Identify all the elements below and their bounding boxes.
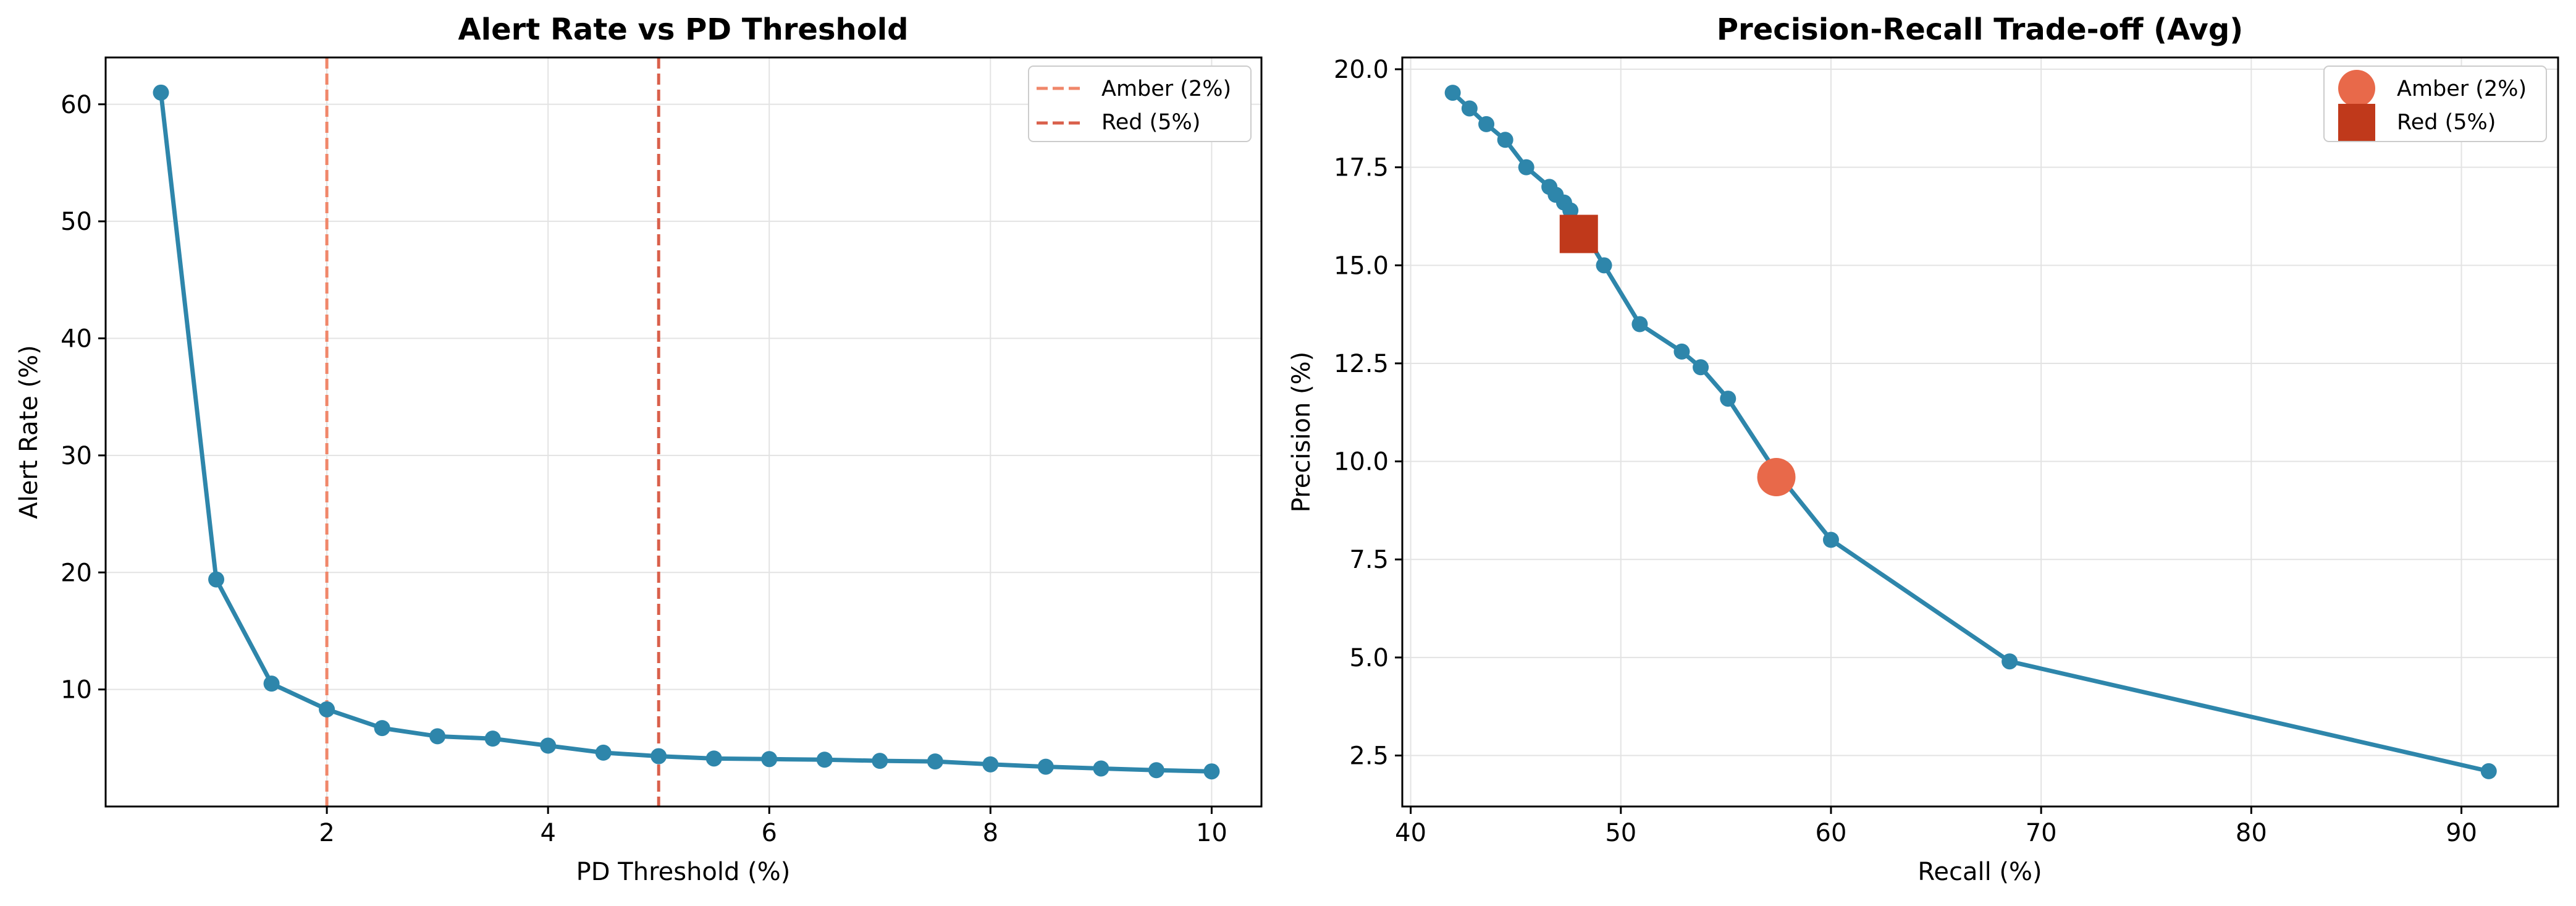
x-tick-label: 8 (983, 819, 998, 847)
y-tick-label: 17.5 (1334, 154, 1389, 182)
x-ticks: 2 4 6 8 10 (319, 807, 1227, 847)
data-point (1444, 85, 1461, 101)
legend-box (1028, 66, 1252, 142)
data-point (927, 753, 943, 770)
data-point (263, 675, 280, 692)
chart-title: Alert Rate vs PD Threshold (458, 12, 908, 47)
legend-label-red: Red (5%) (2397, 110, 2496, 135)
legend-marker-red (2338, 104, 2375, 141)
x-tick-label: 40 (1395, 819, 1426, 847)
x-tick-label: 70 (2026, 819, 2057, 847)
data-point (429, 728, 446, 745)
reference-lines (325, 57, 660, 807)
highlight-points (1559, 214, 1796, 496)
y-ticks: 2.5 5.0 7.5 10.0 12.5 15.0 17.5 20.0 (1334, 56, 1402, 771)
data-point (705, 750, 722, 767)
data-point (1693, 359, 1709, 376)
data-point (1562, 202, 1579, 219)
series-line (159, 90, 1214, 774)
data-point (1497, 132, 1513, 148)
data-point (319, 701, 335, 718)
highlight-point-circle (1757, 457, 1796, 496)
y-tick-label: 60 (61, 91, 92, 119)
legend-label-amber: Amber (2%) (1101, 77, 1231, 101)
y-tick-label: 30 (61, 442, 92, 470)
data-point (208, 571, 225, 588)
data-point (761, 751, 778, 768)
y-axis-label: Precision (%) (1287, 352, 1316, 512)
y-tick-label: 5.0 (1349, 644, 1389, 672)
data-point (1631, 316, 1648, 332)
data-point (153, 84, 169, 101)
data-point (1093, 760, 1109, 777)
chart-title: Precision-Recall Trade-off (Avg) (1717, 12, 2243, 47)
grid-lines (1402, 57, 2558, 807)
y-tick-label: 2.5 (1349, 742, 1389, 771)
y-tick-label: 7.5 (1349, 546, 1389, 574)
legend: Amber (2%) Red (5%) (1028, 66, 1252, 142)
x-ticks: 40 50 60 70 80 90 (1395, 807, 2477, 847)
x-tick-label: 50 (1605, 819, 1636, 847)
data-point (1148, 762, 1164, 779)
legend-label-amber: Amber (2%) (2397, 77, 2527, 101)
plot-frame (104, 56, 1263, 808)
data-point (1037, 758, 1054, 775)
y-tick-label: 20.0 (1334, 56, 1389, 84)
x-tick-label: 80 (2236, 819, 2267, 847)
data-point (1673, 343, 1690, 360)
y-tick-label: 40 (61, 325, 92, 354)
x-tick-label: 60 (1816, 819, 1847, 847)
y-tick-label: 10.0 (1334, 448, 1389, 476)
data-point (374, 720, 390, 737)
data-point (1461, 100, 1478, 117)
y-tick-label: 15.0 (1334, 252, 1389, 280)
chart-precision-recall: 40 50 60 70 80 90 2.5 5.0 7.5 10.0 12.5 15.0 17.5 20… (1287, 12, 2559, 886)
series-lines (159, 90, 1214, 774)
legend-box (2323, 66, 2547, 142)
data-point (2480, 763, 2497, 779)
y-tick-label: 10 (61, 676, 92, 705)
data-point (1720, 391, 1736, 407)
data-points (153, 84, 1220, 780)
x-tick-label: 6 (762, 819, 777, 847)
data-point (650, 748, 667, 764)
highlight-point-square (1559, 214, 1598, 253)
x-axis-label: PD Threshold (%) (576, 858, 791, 886)
legend-label-red: Red (5%) (1101, 110, 1200, 135)
data-point (1596, 257, 1612, 274)
data-point (1518, 159, 1534, 176)
data-point (1822, 531, 1839, 548)
data-point (872, 753, 888, 769)
data-points (1444, 85, 2497, 779)
x-tick-label: 10 (1196, 819, 1227, 847)
data-point (1203, 763, 1220, 780)
y-tick-label: 50 (61, 208, 92, 236)
y-tick-label: 20 (61, 559, 92, 587)
data-point (595, 744, 612, 761)
x-axis-label: Recall (%) (1917, 858, 2042, 886)
plot-frame (1401, 56, 2559, 808)
data-point (816, 751, 833, 768)
x-tick-label: 4 (540, 819, 555, 847)
chart-alert-rate: 2 4 6 8 10 10 20 30 40 50 60 Alert Rate vs PD Thr… (15, 12, 1263, 886)
legend: Amber (2%) Red (5%) (2323, 66, 2547, 142)
y-ticks: 10 20 30 40 50 60 (61, 91, 106, 705)
data-point (540, 737, 557, 754)
data-point (1478, 116, 1495, 132)
data-point (982, 756, 999, 773)
data-point (484, 730, 501, 747)
y-axis-label: Alert Rate (%) (15, 345, 43, 519)
legend-marker-amber (2338, 70, 2375, 107)
x-tick-label: 2 (319, 819, 334, 847)
y-tick-label: 12.5 (1334, 350, 1389, 378)
data-point (2001, 653, 2018, 670)
x-tick-label: 90 (2446, 819, 2477, 847)
